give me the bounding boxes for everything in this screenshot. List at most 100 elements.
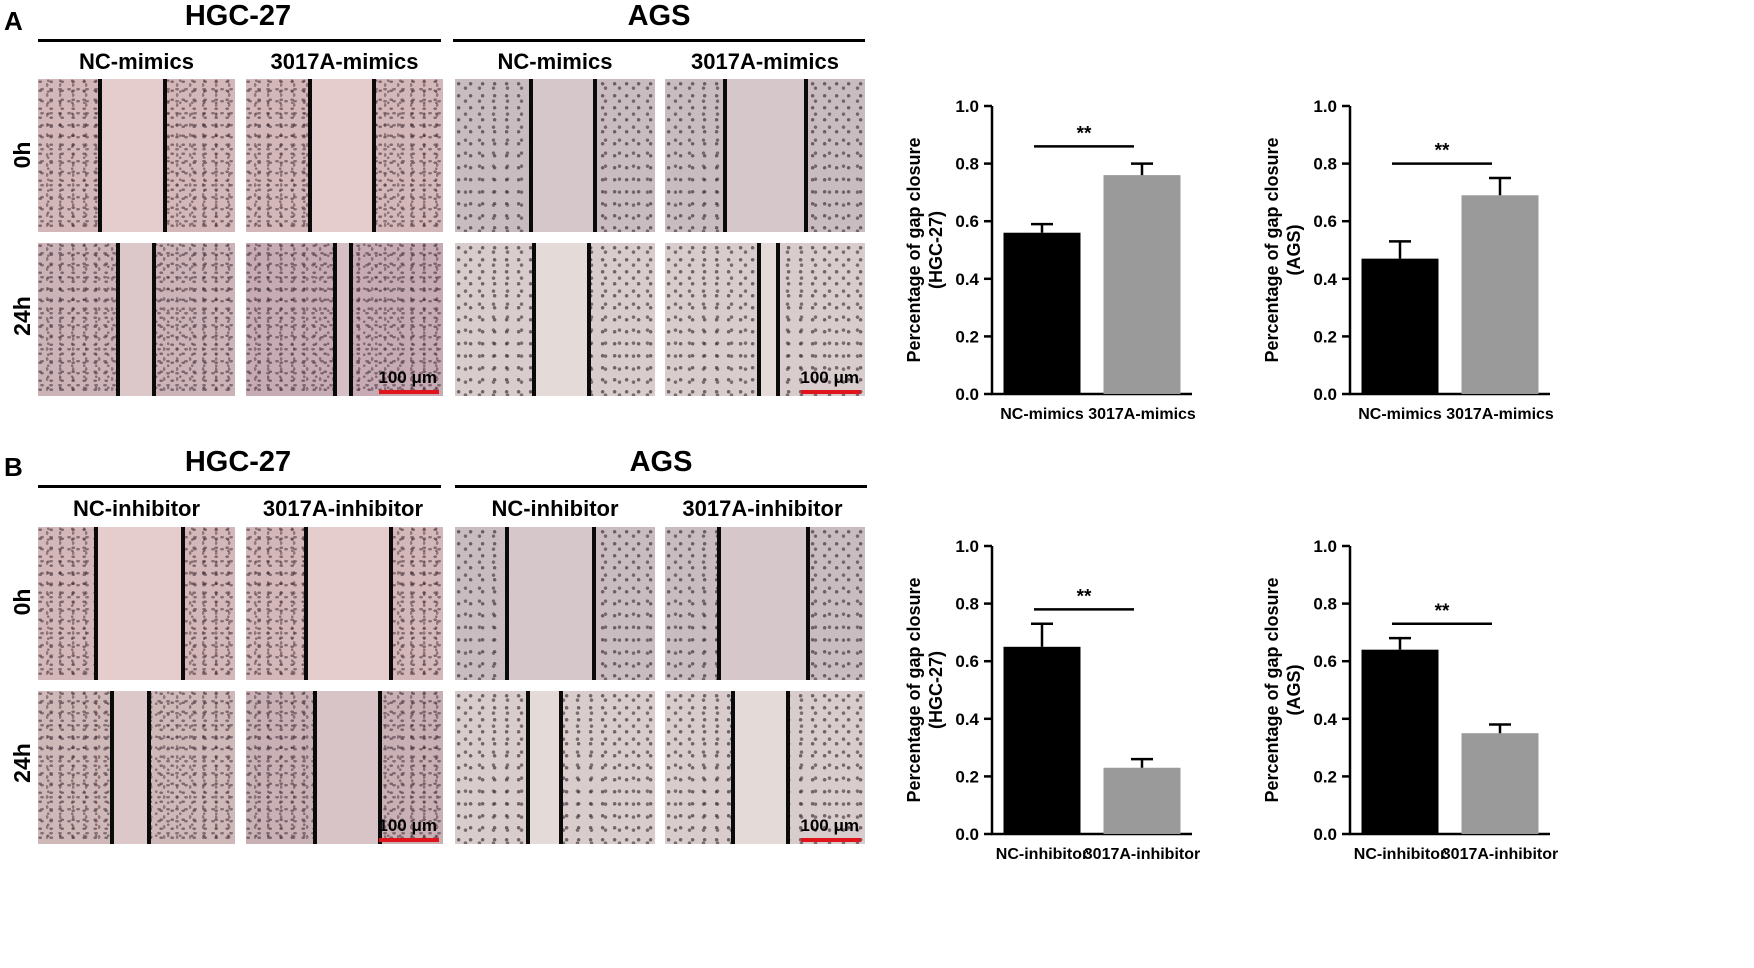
micrograph-hgc27-nc-0h (38, 79, 235, 232)
y-tick-label: 0.2 (1313, 327, 1337, 346)
y-tick-label: 1.0 (1313, 97, 1337, 116)
y-tick-label: 1.0 (955, 97, 979, 116)
bar-chart-b-ags: 0.0 0.2 0.4 0.6 0.8 1.0 Percentage of gap clos… (1262, 537, 1558, 863)
y-tick-label: 0.4 (955, 710, 979, 729)
significance-marker: ** (1435, 141, 1450, 162)
condition-label: 3017A-inhibitor (682, 496, 843, 521)
scale-bar-label: 100 μm (378, 368, 437, 387)
time-label-0h: 0h (9, 141, 35, 169)
micrograph-ags-nc-0h (455, 527, 655, 680)
scale-bar-label: 100 μm (378, 816, 437, 835)
micrograph-ags-3017a-0h (665, 79, 865, 232)
scale-bar (379, 390, 439, 394)
x-tick-label: NC-inhibitor (1354, 846, 1446, 863)
time-label-24h: 24h (9, 296, 35, 336)
panel-letter-a: A (4, 6, 23, 36)
x-tick-label: 3017A-inhibitor (1442, 846, 1558, 863)
panel-letter-b: B (4, 452, 23, 482)
y-axis-label: (HGC-27) (926, 211, 946, 289)
group-rule (38, 39, 441, 42)
y-tick-label: 0.6 (1313, 652, 1337, 671)
significance-marker: ** (1077, 586, 1092, 607)
y-tick-label: 0.0 (955, 825, 979, 844)
y-tick-label: 0.6 (1313, 212, 1337, 231)
bar (1003, 232, 1081, 394)
scale-bar (801, 390, 861, 394)
micrograph-ags-3017a-0h (665, 527, 865, 680)
y-axis-label: (HGC-27) (926, 651, 946, 729)
micrograph-hgc27-3017a-0h (246, 527, 443, 680)
y-axis-label: Percentage of gap closure (904, 577, 924, 802)
condition-label: 3017A-mimics (270, 49, 419, 74)
bar (1361, 649, 1439, 834)
scale-bar (801, 838, 861, 842)
x-tick-label: NC-mimics (1358, 406, 1442, 423)
condition-label: 3017A-mimics (691, 49, 839, 74)
y-tick-label: 0.6 (955, 212, 979, 231)
x-tick-label: NC-mimics (1000, 406, 1084, 423)
group-title-ags: AGS (627, 0, 691, 32)
bar (1003, 646, 1081, 834)
y-tick-label: 0.2 (955, 767, 979, 786)
significance-marker: ** (1077, 123, 1092, 144)
group-rule (38, 485, 441, 488)
scale-bar-label: 100 μm (800, 368, 859, 387)
x-tick-label: NC-inhibitor (996, 846, 1088, 863)
bar-chart-a-ags: 0.0 0.2 0.4 0.6 0.8 1.0 Percentage of gap clos… (1262, 97, 1554, 423)
condition-label: NC-mimics (79, 49, 194, 74)
y-axis-label: (AGS) (1284, 225, 1304, 276)
y-tick-label: 0.8 (1313, 595, 1337, 614)
micrograph-hgc27-nc-24h (38, 243, 235, 396)
y-tick-label: 0.8 (1313, 155, 1337, 174)
bar (1103, 175, 1181, 394)
time-label-24h: 24h (9, 743, 35, 783)
y-axis-label: Percentage of gap closure (1262, 577, 1282, 802)
y-tick-label: 0.8 (955, 155, 979, 174)
bar (1461, 195, 1539, 394)
y-tick-label: 0.8 (955, 595, 979, 614)
micrograph-hgc27-nc-0h (38, 527, 235, 680)
x-tick-label: 3017A-inhibitor (1084, 846, 1200, 863)
y-tick-label: 1.0 (1313, 537, 1337, 556)
group-rule (455, 485, 867, 488)
condition-label: NC-mimics (497, 49, 613, 74)
micrograph-hgc27-nc-24h (38, 691, 235, 844)
bar (1461, 733, 1539, 834)
micrograph-ags-nc-24h (455, 243, 655, 396)
micrograph-hgc27-3017a-0h (246, 79, 443, 232)
y-tick-label: 0.2 (1313, 767, 1337, 786)
y-axis-label: Percentage of gap closure (904, 137, 924, 362)
group-title-hgc27: HGC-27 (184, 446, 292, 478)
y-axis-label: (AGS) (1284, 665, 1304, 716)
scale-bar-label: 100 μm (800, 816, 859, 835)
y-tick-label: 0.0 (1313, 385, 1337, 404)
y-tick-label: 0.0 (1313, 825, 1337, 844)
y-tick-label: 0.4 (1313, 710, 1337, 729)
time-label-0h: 0h (9, 588, 35, 616)
condition-label: NC-inhibitor (491, 496, 619, 521)
y-tick-label: 0.0 (955, 385, 979, 404)
micrograph-hgc27-3017a-24h: 100 μm (246, 691, 443, 844)
bar (1103, 767, 1181, 834)
micrograph-ags-3017a-24h: 100 μm (665, 691, 865, 844)
y-tick-label: 1.0 (955, 537, 979, 556)
micrograph-hgc27-3017a-24h: 100 μm (246, 243, 443, 396)
bar (1361, 258, 1439, 394)
x-tick-label: 3017A-mimics (1088, 406, 1196, 423)
micrograph-ags-nc-24h (455, 691, 655, 844)
micrograph-ags-nc-0h (455, 79, 655, 232)
bar-chart-b-hgc27: 0.0 0.2 0.4 0.6 0.8 1.0 Percentage of gap clos… (904, 537, 1200, 863)
y-tick-label: 0.2 (955, 327, 979, 346)
y-tick-label: 0.4 (955, 270, 979, 289)
x-tick-label: 3017A-mimics (1446, 406, 1554, 423)
condition-label: NC-inhibitor (72, 496, 201, 521)
group-rule (453, 39, 865, 42)
y-tick-label: 0.4 (1313, 270, 1337, 289)
group-title-hgc27: HGC-27 (184, 0, 292, 32)
bar-chart-a-hgc27: 0.0 0.2 0.4 0.6 0.8 1.0 Percentage of gap clos… (904, 97, 1196, 423)
group-title-ags: AGS (629, 446, 693, 478)
scale-bar (379, 838, 439, 842)
y-axis-label: Percentage of gap closure (1262, 137, 1282, 362)
condition-label: 3017A-inhibitor (262, 496, 424, 521)
y-tick-label: 0.6 (955, 652, 979, 671)
